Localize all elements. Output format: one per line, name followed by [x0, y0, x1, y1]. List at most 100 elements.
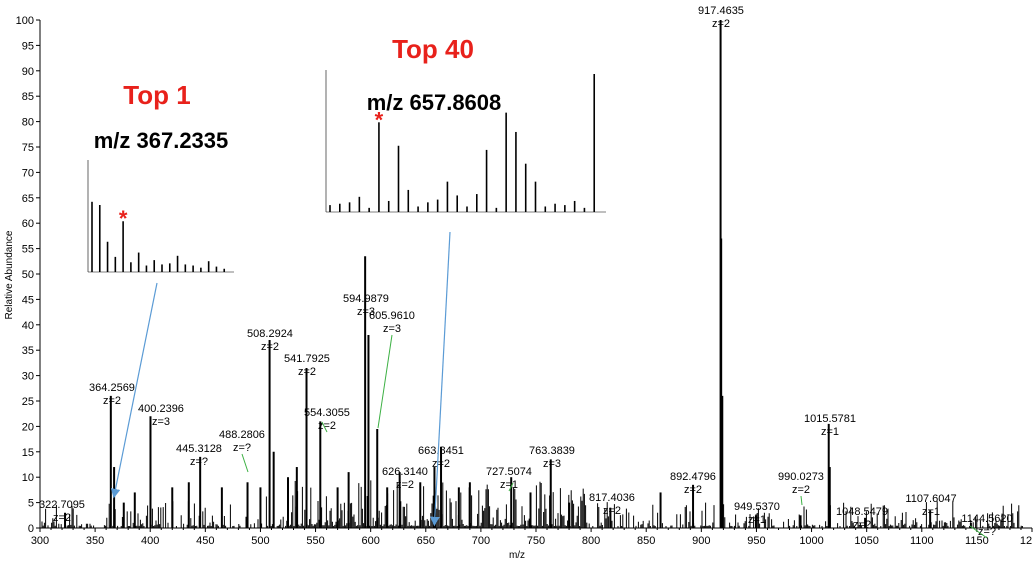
- peak-mz-label: 322.7095: [39, 499, 85, 511]
- peaks-layer: [64, 20, 972, 528]
- peak-mz-label: 364.2569: [89, 382, 135, 394]
- peak-mz-label: 917.4635: [698, 5, 744, 17]
- peak-charge-label: z=2: [261, 341, 279, 353]
- peak-mz-label: 626.3140: [382, 466, 428, 478]
- x-tick-label: 500: [251, 535, 269, 547]
- x-tick-label: 900: [692, 535, 710, 547]
- arrow-to-top-1-precursor: [110, 282, 158, 499]
- x-tick-label: 1100: [910, 535, 934, 547]
- x-tick-label: 700: [472, 535, 490, 547]
- peak-mz-label: 508.2924: [247, 328, 293, 340]
- y-tick-label: 45: [22, 294, 34, 306]
- peak-mz-label: 1048.5479: [836, 506, 888, 518]
- peak-mz-label: 605.9610: [369, 310, 415, 322]
- label-leader-line: [969, 525, 988, 539]
- peak-mz-label: 990.0273: [778, 471, 824, 483]
- peak-mz-label: 663.8451: [418, 445, 464, 457]
- y-tick-label: 35: [22, 345, 34, 357]
- x-tick-label: 800: [582, 535, 600, 547]
- peak-mz-label: 817.4036: [589, 492, 635, 504]
- peak-charge-label: z=2: [712, 18, 730, 30]
- inset-2-precursor: m/z 657.8608: [367, 90, 502, 115]
- peak-charge-label: z=2: [432, 458, 450, 470]
- peak-charge-label: z=2: [53, 512, 71, 524]
- peak-mz-label: 445.3128: [176, 443, 222, 455]
- y-tick-label: 0: [28, 523, 34, 535]
- precursor-star-marker: *: [375, 107, 384, 132]
- label-leader-line: [508, 482, 514, 492]
- x-tick-label: 950: [747, 535, 765, 547]
- x-axis-label: m/z: [509, 550, 525, 561]
- peak-charge-label: z=1: [500, 479, 518, 491]
- y-axis-label: Relative Abundance: [4, 230, 15, 319]
- y-tick-label: 20: [22, 421, 34, 433]
- label-leader-line: [377, 334, 393, 429]
- inset-1-title: Top 1: [123, 80, 190, 110]
- peak-charge-label: z=2: [792, 484, 810, 496]
- y-tick-label: 30: [22, 371, 34, 383]
- y-tick-label: 60: [22, 218, 34, 230]
- peak-charge-label: z=?: [190, 456, 208, 468]
- y-tick-label: 80: [22, 117, 34, 129]
- peak-mz-label: 400.2396: [138, 403, 184, 415]
- peak-mz-label: 892.4796: [670, 471, 716, 483]
- peak-mz-label: 949.5370: [734, 501, 780, 513]
- peak-mz-label: 541.7925: [284, 353, 330, 365]
- peak-charge-label: z=2: [603, 505, 621, 517]
- peak-charge-label: z=2: [318, 420, 336, 432]
- peak-mz-label: 554.3055: [304, 407, 350, 419]
- peak-mz-label: 1107.6047: [905, 493, 956, 505]
- inset-top-40-spectrum: *: [325, 70, 606, 213]
- arrow-to-top-40-precursor: [430, 231, 451, 527]
- inset-1-precursor: m/z 367.2335: [94, 128, 229, 153]
- x-tick-label: 850: [637, 535, 655, 547]
- y-tick-label: 10: [22, 472, 34, 484]
- label-leader-line: [321, 421, 328, 433]
- peak-mz-label: 594.9879: [343, 293, 389, 305]
- peak-charge-label: z=1: [821, 426, 839, 438]
- peak-charge-label: z=3: [383, 323, 401, 335]
- x-tick-label: 1150: [965, 535, 989, 547]
- x-tick-label: 750: [527, 535, 545, 547]
- peak-charge-label: z=2: [103, 395, 121, 407]
- x-tick-label: 400: [141, 535, 159, 547]
- peak-charge-label: z=2: [298, 366, 316, 378]
- peak-mz-label: 1144.5620: [961, 513, 1012, 525]
- y-tick-label: 5: [28, 498, 34, 510]
- inset-top-1-spectrum: *: [87, 160, 234, 273]
- x-tick-label: 550: [306, 535, 324, 547]
- peak-charge-label: z=?: [978, 526, 996, 538]
- label-leader-line: [800, 495, 803, 506]
- y-tick-label: 50: [22, 269, 34, 281]
- x-tick-label: 350: [86, 535, 104, 547]
- y-tick-label: 55: [22, 244, 34, 256]
- y-tick-label: 65: [22, 193, 34, 205]
- y-tick-label: 95: [22, 40, 34, 52]
- peak-charge-label: z=1: [922, 506, 940, 518]
- y-tick-label: 40: [22, 320, 34, 332]
- x-tick-label: 650: [417, 535, 435, 547]
- inset-2-title: Top 40: [392, 34, 474, 64]
- y-tick-label: 75: [22, 142, 34, 154]
- axes-layer: 0 5 10 15 20 25 30 35 40 45 50 55 60 65 70 75 80 85 90 95 10…: [16, 15, 1033, 547]
- x-tick-label: 12: [1020, 535, 1032, 547]
- y-tick-label: 100: [16, 15, 34, 27]
- peak-charge-label: z=3: [152, 416, 170, 428]
- x-tick-label: 450: [196, 535, 214, 547]
- peak-mz-label: 1015.5781: [804, 413, 856, 425]
- peak-mz-label: 727.5074: [486, 466, 532, 478]
- y-tick-label: 70: [22, 167, 34, 179]
- x-tick-label: 600: [361, 535, 379, 547]
- insets-layer: **: [87, 70, 606, 527]
- precursor-star-marker: *: [119, 206, 128, 231]
- peak-charge-label: z=?: [853, 519, 871, 531]
- peak-labels-layer: 322.7095z=2364.2569z=2400.2396z=3445.312…: [39, 5, 1013, 539]
- label-leader-line: [241, 453, 249, 473]
- peak-charge-label: z=2: [684, 484, 702, 496]
- x-tick-label: 1050: [854, 535, 878, 547]
- x-tick-label: 1000: [799, 535, 823, 547]
- peak-charge-label: z=3: [543, 458, 561, 470]
- y-tick-label: 85: [22, 91, 34, 103]
- peak-charge-label: z=3: [357, 306, 375, 318]
